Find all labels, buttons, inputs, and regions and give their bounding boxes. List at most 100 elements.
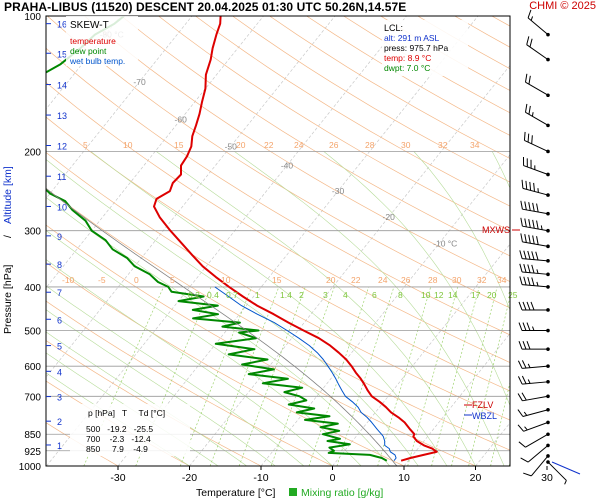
mixing-ratio-line xyxy=(270,286,335,466)
wind-barb-half-feather xyxy=(532,326,535,331)
wind-barb-feather xyxy=(536,220,539,230)
wind-barb-feather xyxy=(528,234,531,244)
dry-adiabat-label: 28 xyxy=(428,275,438,285)
wind-barb xyxy=(517,375,550,385)
x-axis-title-2: Mixing ratio [g/kg] xyxy=(301,487,383,499)
wind-barb xyxy=(519,250,550,263)
wind-barb-feather xyxy=(519,276,523,285)
wind-barb-feather xyxy=(522,301,527,311)
wind-barb-half-feather xyxy=(564,480,567,485)
wind-barb-dot xyxy=(546,443,550,448)
dry-adiabat-label: 26 xyxy=(401,275,411,285)
wind-barb xyxy=(519,263,550,277)
altitude-tick-label: 15 xyxy=(57,49,67,59)
isotherm-line xyxy=(332,243,510,466)
isotherm-line xyxy=(117,16,479,466)
isotherm-line xyxy=(46,16,193,200)
isotherm-label: -70 xyxy=(133,77,146,87)
pressure-tick-label: 600 xyxy=(24,362,41,373)
wind-barb-half-feather xyxy=(527,363,531,368)
dry-adiabat-label: 5 xyxy=(170,275,175,285)
mxws-marker: MXWS xyxy=(482,225,520,235)
dry-adiabat xyxy=(232,16,510,183)
wind-barb-dot xyxy=(546,228,550,233)
wind-barb xyxy=(523,131,550,154)
wind-barb-dot xyxy=(546,149,550,154)
wbzl-label: WBZL xyxy=(472,411,497,421)
wind-barb xyxy=(524,73,550,98)
dry-adiabat-label: 32 xyxy=(477,275,487,285)
dry-adiabat xyxy=(46,224,476,466)
dry-adiabat-label: 22 xyxy=(264,140,274,150)
altitude-tick-label: 9 xyxy=(57,232,62,242)
wind-barb-feather xyxy=(523,472,532,477)
wind-barb-feather xyxy=(528,202,531,211)
lcl-alt: alt: 291 m ASL xyxy=(384,33,440,43)
levels-table-row: 500 -19.2 -25.5 xyxy=(86,424,153,434)
wind-barb-feather xyxy=(517,424,524,432)
wind-barb-staff xyxy=(522,284,549,288)
series-line-temperature xyxy=(153,16,438,462)
legend-item-dew-point: dew point xyxy=(70,46,107,56)
wind-barb-feather xyxy=(532,219,535,229)
dry-adiabat xyxy=(158,16,510,232)
wind-barb-staff xyxy=(525,433,549,448)
mixing-ratio-line xyxy=(535,287,572,466)
pressure-tick-label: 1000 xyxy=(19,462,42,473)
dry-adiabat xyxy=(121,16,510,257)
wind-barb-staff xyxy=(524,140,549,152)
wind-barb-feather xyxy=(520,200,523,210)
wind-barb-feather xyxy=(521,360,527,369)
wind-barb-feather xyxy=(519,263,523,273)
wind-barb-feather xyxy=(523,264,527,273)
surface-wind-vector xyxy=(551,461,581,475)
dry-adiabat xyxy=(46,116,510,392)
dry-adiabat-label: 26 xyxy=(329,140,339,150)
wind-barb-feather xyxy=(528,105,531,115)
mixing-ratio-label: 0.4 xyxy=(207,290,219,300)
moist-adiabat xyxy=(556,152,600,467)
dry-adiabat xyxy=(529,16,600,466)
dry-adiabat-label: 34 xyxy=(497,275,507,285)
altitude-tick-label: 13 xyxy=(57,111,67,121)
wind-barb-feather xyxy=(527,264,531,273)
altitude-tick-label: 12 xyxy=(57,142,67,152)
dry-adiabat-label: -10 xyxy=(62,275,75,285)
wbzl-marker: WBZL xyxy=(464,411,497,421)
dry-adiabat-label: 0 xyxy=(134,275,139,285)
pressure-tick-label: 850 xyxy=(24,430,41,441)
wind-barb-feather xyxy=(531,264,535,274)
wind-barb-half-feather xyxy=(531,112,534,117)
mixing-ratio-label: 2 xyxy=(299,290,304,300)
fzlv-marker: FZLV xyxy=(464,400,493,410)
wind-barb-dot xyxy=(546,285,550,289)
wind-barb-dot xyxy=(546,211,550,216)
legend-title: SKEW-T xyxy=(70,20,109,31)
mixing-ratio-label: 1 xyxy=(255,290,260,300)
wind-barb-staff xyxy=(522,225,549,232)
dry-adiabat-label: 10 xyxy=(221,275,231,285)
mixing-ratio-line xyxy=(431,286,480,466)
isotherm-line xyxy=(46,16,336,378)
fzlv-label: FZLV xyxy=(472,400,493,410)
pressure-tick-label: 500 xyxy=(24,327,41,338)
wind-barb-feather xyxy=(526,322,531,331)
wind-barb-staff xyxy=(522,187,549,196)
isotherm-label: -20 xyxy=(383,212,396,222)
x-axis-title: Temperature [°C] xyxy=(196,487,276,499)
pressure-tick-label: 300 xyxy=(24,227,41,238)
pressure-tick-label: 100 xyxy=(24,12,41,23)
isotherm-label: -10 °C xyxy=(433,238,457,248)
dry-adiabat xyxy=(46,300,333,466)
wind-barb-staff xyxy=(522,258,549,262)
x-tick-label: 30 xyxy=(541,472,553,484)
altitude-tick-label: 16 xyxy=(57,20,67,30)
parcel-path xyxy=(46,187,398,466)
pressure-tick-label: 200 xyxy=(24,147,41,158)
pressure-tick-label: 700 xyxy=(24,392,41,403)
wind-barb-staff xyxy=(522,395,549,402)
wind-barb xyxy=(524,103,550,128)
wind-barb-feather xyxy=(518,322,523,331)
wind-barb-feather xyxy=(524,103,528,113)
altitude-tick-label: 3 xyxy=(57,393,62,403)
